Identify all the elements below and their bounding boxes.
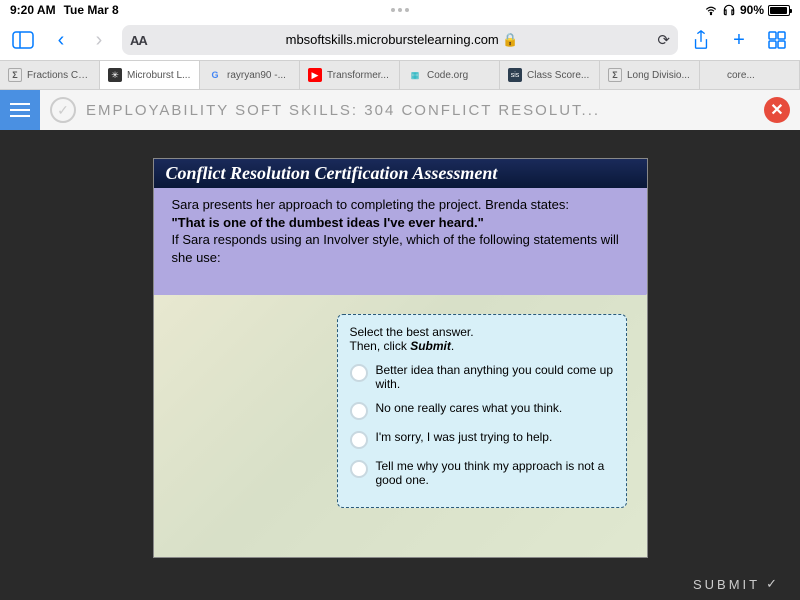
stage-area: Conflict Resolution Certification Assess… [0, 130, 800, 600]
radio-icon [350, 460, 368, 478]
option-label: Tell me why you think my approach is not… [376, 459, 614, 487]
sidebar-toggle-button[interactable] [8, 25, 38, 55]
answer-option[interactable]: Tell me why you think my approach is not… [350, 459, 614, 487]
tab-strip: Σ Fractions Ca... ✳ Microburst L... Grayryan… [0, 60, 800, 90]
instr-line1: Select the best answer. [350, 325, 614, 339]
text-size-button[interactable]: AA [130, 33, 147, 48]
tab-label: Microburst L... [127, 70, 190, 81]
lms-title: EMPLOYABILITY SOFT SKILLS: 304 CONFLICT … [86, 102, 764, 119]
option-label: Better idea than anything you could come… [376, 363, 614, 391]
radio-icon [350, 402, 368, 420]
close-button[interactable]: ✕ [764, 97, 790, 123]
favicon [708, 68, 722, 82]
favicon: sis [508, 68, 522, 82]
tabs-overview-button[interactable] [762, 25, 792, 55]
browser-tab[interactable]: ▦ Code.org [400, 61, 500, 89]
tab-label: Long Divisio... [627, 70, 690, 81]
tab-label: rayryan90 -... [227, 70, 286, 81]
reload-button[interactable]: ⟳ [657, 31, 670, 49]
status-time: 9:20 AM [10, 3, 56, 17]
favicon: ▦ [408, 68, 422, 82]
share-button[interactable] [686, 25, 716, 55]
lock-icon: 🔒 [502, 32, 518, 47]
battery-icon [768, 5, 790, 16]
radio-icon [350, 364, 368, 382]
browser-tab[interactable]: Grayryan90 -... [200, 61, 300, 89]
url-text: mbsoftskills.microburstelearning.com 🔒 [153, 32, 652, 48]
instr-line2: Then, click Submit. [350, 339, 614, 353]
tab-label: Fractions Ca... [27, 70, 91, 81]
forward-button: › [84, 25, 114, 55]
browser-tab[interactable]: Σ Long Divisio... [600, 61, 700, 89]
headphones-icon [722, 3, 736, 17]
browser-tab[interactable]: Σ Fractions Ca... [0, 61, 100, 89]
url-bar[interactable]: AA mbsoftskills.microburstelearning.com … [122, 25, 678, 55]
favicon: ▶ [308, 68, 322, 82]
multitask-dots[interactable] [385, 8, 415, 12]
slide-title: Conflict Resolution Certification Assess… [154, 159, 647, 188]
browser-tab[interactable]: ✳ Microburst L... [100, 61, 200, 89]
submit-button[interactable]: SUBMIT ✓ [673, 568, 800, 600]
browser-tab[interactable]: ▶ Transformer... [300, 61, 400, 89]
favicon: G [208, 68, 222, 82]
battery-pct: 90% [740, 3, 764, 17]
browser-tab[interactable]: sis Class Score... [500, 61, 600, 89]
answer-option[interactable]: Better idea than anything you could come… [350, 363, 614, 391]
tab-label: core... [727, 70, 755, 81]
scenario-line1: Sara presents her approach to completing… [172, 196, 629, 214]
tab-label: Class Score... [527, 70, 589, 81]
submit-label: SUBMIT [693, 577, 760, 592]
answer-option[interactable]: No one really cares what you think. [350, 401, 614, 420]
slide: Conflict Resolution Certification Assess… [153, 158, 648, 558]
answer-box: Select the best answer. Then, click Subm… [337, 314, 627, 508]
tab-label: Transformer... [327, 70, 389, 81]
answer-option[interactable]: I'm sorry, I was just trying to help. [350, 430, 614, 449]
safari-toolbar: ‹ › AA mbsoftskills.microburstelearning.… [0, 20, 800, 60]
browser-tab[interactable]: core... [700, 61, 800, 89]
instruction-text: Select the best answer. Then, click Subm… [350, 325, 614, 353]
scenario-line2: If Sara responds using an Involver style… [172, 231, 629, 266]
back-button[interactable]: ‹ [46, 25, 76, 55]
slide-body: Select the best answer. Then, click Subm… [154, 294, 647, 558]
lms-header: ✓ EMPLOYABILITY SOFT SKILLS: 304 CONFLIC… [0, 90, 800, 130]
complete-check-icon: ✓ [50, 97, 76, 123]
ipad-status-bar: 9:20 AM Tue Mar 8 90% [0, 0, 800, 20]
scenario-quote: "That is one of the dumbest ideas I've e… [172, 214, 629, 232]
scenario-text: Sara presents her approach to completing… [154, 188, 647, 294]
status-date: Tue Mar 8 [64, 3, 119, 17]
tab-label: Code.org [427, 70, 468, 81]
favicon: ✳ [108, 68, 122, 82]
new-tab-button[interactable]: + [724, 25, 754, 55]
menu-button[interactable] [0, 90, 40, 130]
favicon: Σ [8, 68, 22, 82]
check-icon: ✓ [766, 576, 780, 592]
radio-icon [350, 431, 368, 449]
option-label: No one really cares what you think. [376, 401, 563, 415]
wifi-icon [704, 3, 718, 17]
favicon: Σ [608, 68, 622, 82]
option-label: I'm sorry, I was just trying to help. [376, 430, 553, 444]
